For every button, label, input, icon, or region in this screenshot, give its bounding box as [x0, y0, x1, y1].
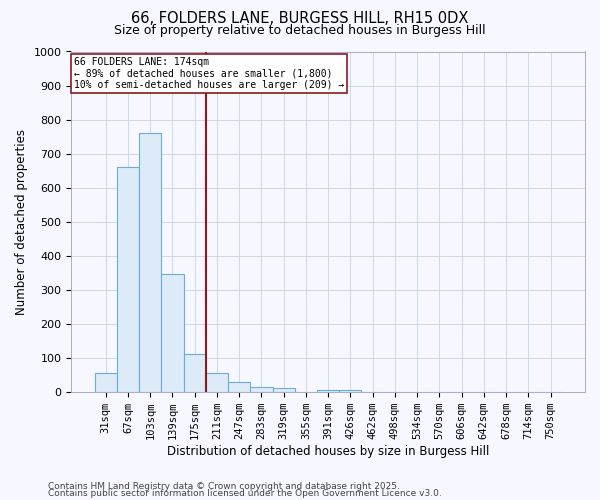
- Bar: [250, 386, 272, 392]
- Bar: [317, 390, 339, 392]
- Y-axis label: Number of detached properties: Number of detached properties: [15, 128, 28, 314]
- Text: 66 FOLDERS LANE: 174sqm
← 89% of detached houses are smaller (1,800)
10% of semi: 66 FOLDERS LANE: 174sqm ← 89% of detache…: [74, 56, 344, 90]
- X-axis label: Distribution of detached houses by size in Burgess Hill: Distribution of detached houses by size …: [167, 444, 490, 458]
- Bar: [339, 390, 361, 392]
- Bar: [161, 274, 184, 392]
- Bar: [139, 133, 161, 392]
- Bar: [206, 373, 228, 392]
- Text: Size of property relative to detached houses in Burgess Hill: Size of property relative to detached ho…: [114, 24, 486, 37]
- Text: Contains HM Land Registry data © Crown copyright and database right 2025.: Contains HM Land Registry data © Crown c…: [48, 482, 400, 491]
- Bar: [117, 167, 139, 392]
- Bar: [95, 373, 117, 392]
- Bar: [228, 382, 250, 392]
- Bar: [272, 388, 295, 392]
- Text: Contains public sector information licensed under the Open Government Licence v3: Contains public sector information licen…: [48, 490, 442, 498]
- Bar: [184, 354, 206, 392]
- Text: 66, FOLDERS LANE, BURGESS HILL, RH15 0DX: 66, FOLDERS LANE, BURGESS HILL, RH15 0DX: [131, 11, 469, 26]
